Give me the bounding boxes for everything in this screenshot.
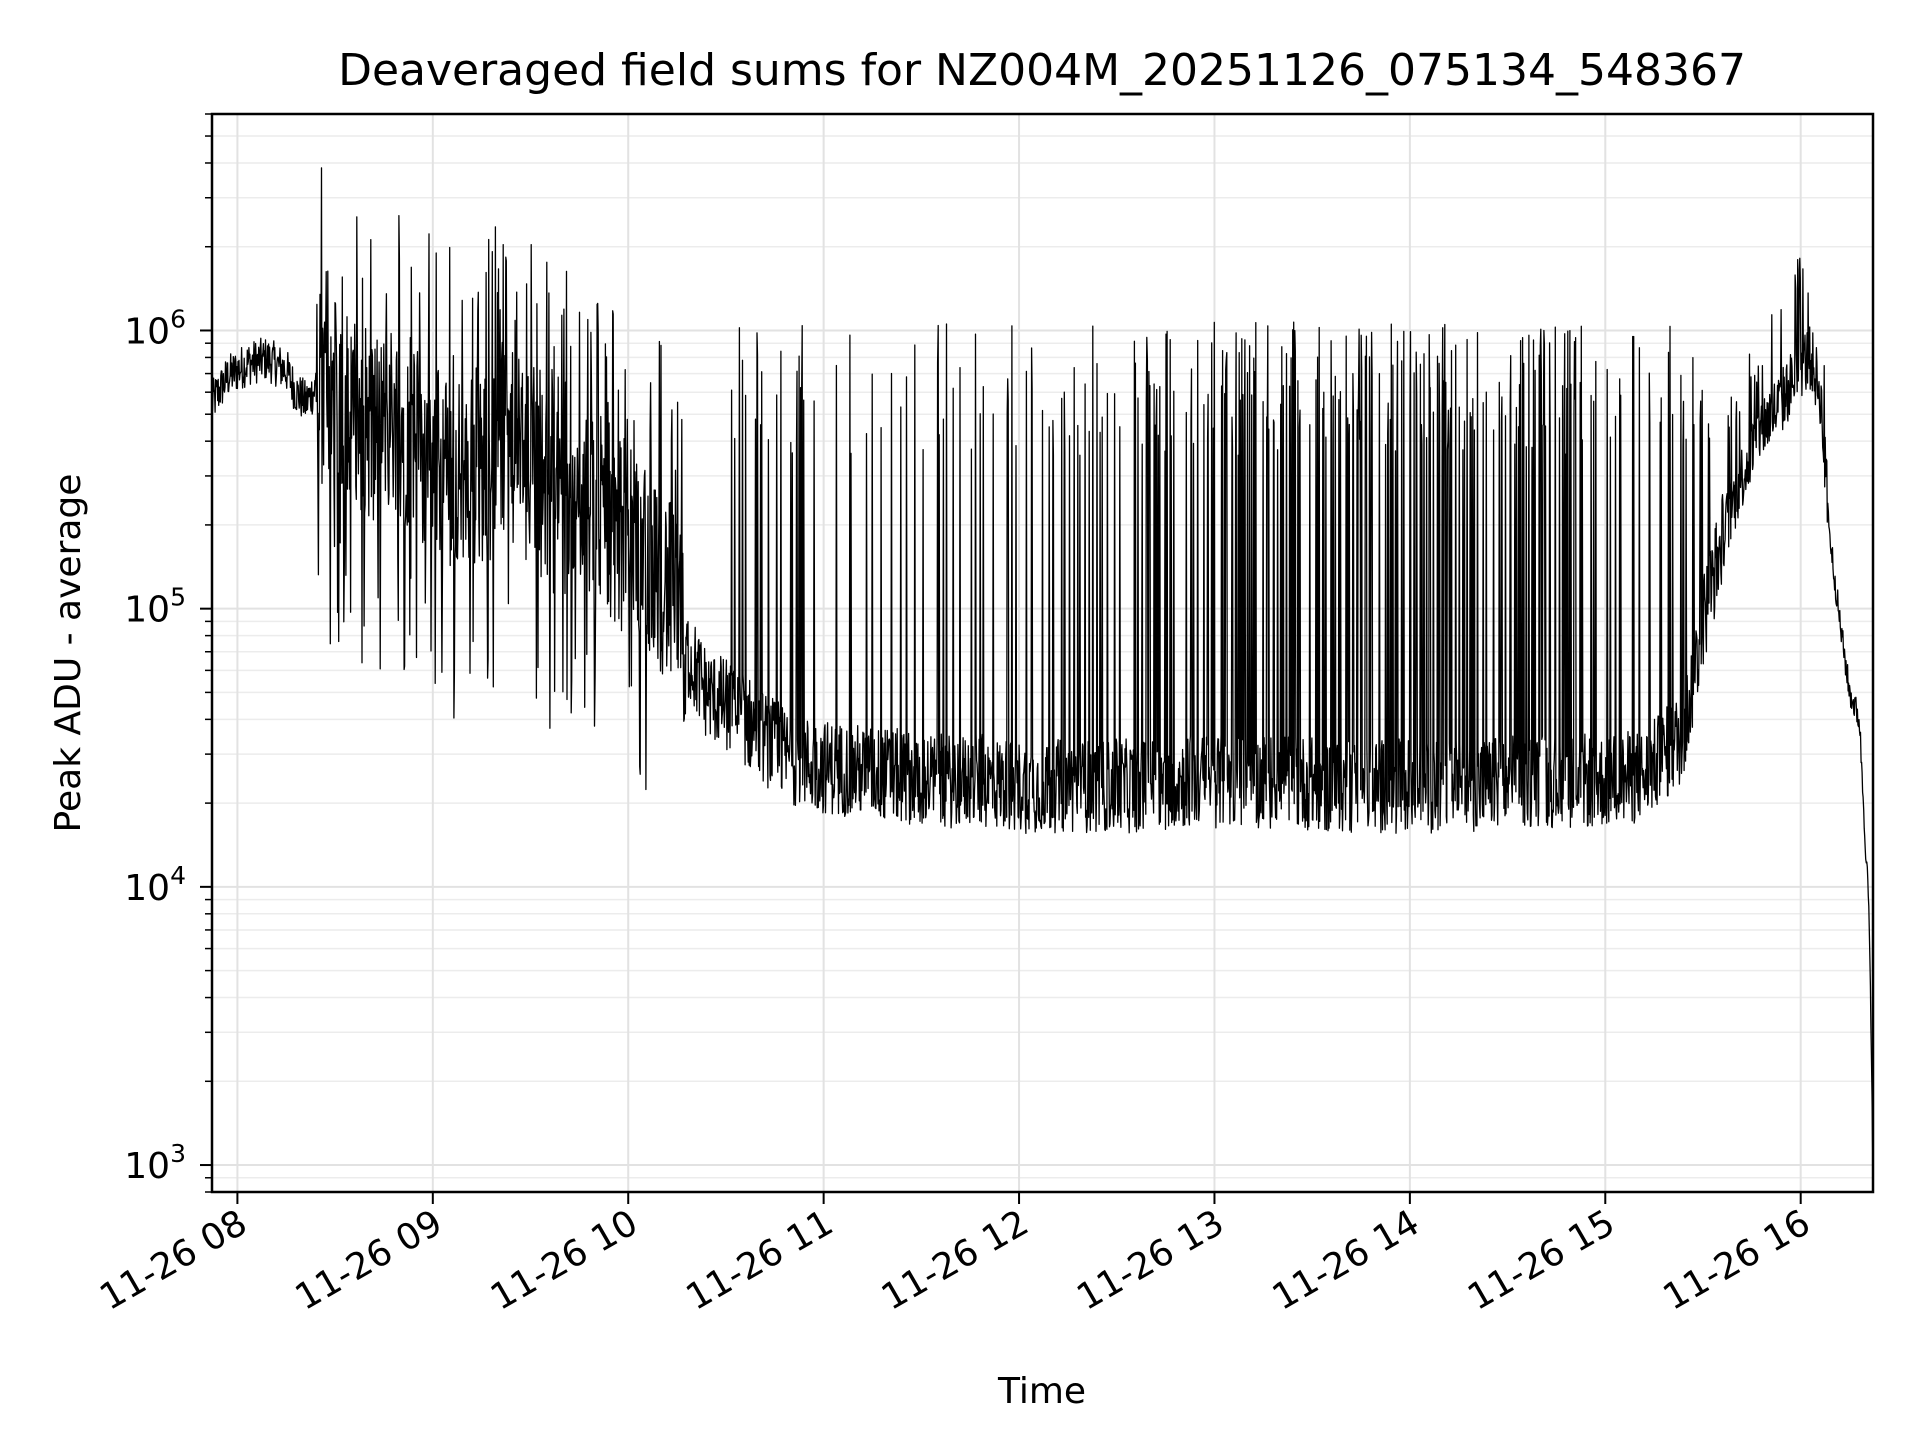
series-line [211,167,1874,1179]
y-tick-label: 106 [124,304,186,352]
x-axis-label: Time [997,1371,1086,1412]
y-tick-label: 105 [124,583,186,631]
y-axis-ticks: 103 104 105 106 [124,113,212,1193]
plot-frame [210,112,1875,1194]
y-tick-label: 104 [124,861,186,909]
y-tick-label: 103 [124,1139,186,1187]
plot-line [211,167,1874,1179]
chart-title: Deaveraged field sums for NZ004M_2025112… [338,45,1746,96]
y-axis-label: Peak ADU - average [48,474,89,833]
